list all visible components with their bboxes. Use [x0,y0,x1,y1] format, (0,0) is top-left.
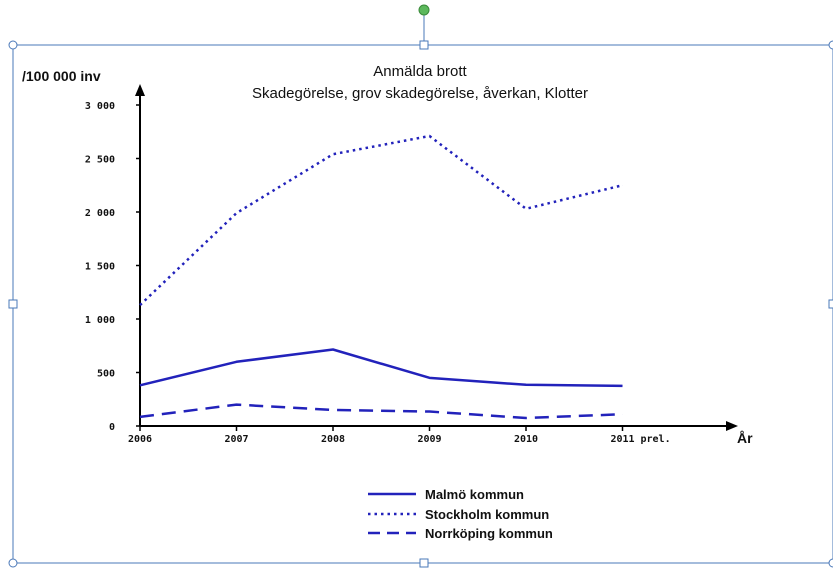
y-tick-label: 1 500 [85,262,115,273]
x-ticks: 2006 2007 2008 2009 2010 2011 prel. [128,426,671,445]
x-tick-label: 2007 [224,434,248,445]
resize-handle-bottom[interactable] [419,558,429,568]
x-tick-suffix: prel. [641,434,671,445]
chart-subtitle: Skadegörelse, grov skadegörelse, åverkan… [252,85,588,102]
selection-border [12,44,833,564]
series-line-solid [139,348,623,388]
y-tick-label: 2 000 [85,208,115,219]
x-tick-label: 2011 [610,434,634,445]
y-tick-label: 1 000 [85,315,115,326]
legend-item-norrkoping: Norrköping kommun [368,526,553,541]
chart-title: Anmälda brott [373,63,467,80]
legend-item-stockholm: Stockholm kommun [368,507,549,522]
x-tick-label: 2010 [514,434,538,445]
x-tick-label: 2006 [128,434,152,445]
series-line-dotted [139,134,623,306]
series-line-dashed [139,403,623,420]
legend-label: Norrköping kommun [425,526,553,541]
y-tick-label: 500 [97,369,115,380]
x-tick-label: 2008 [321,434,345,445]
selection-frame[interactable] [8,4,833,568]
legend-item-malmo: Malmö kommun [368,487,524,502]
x-tick-label: 2009 [417,434,441,445]
resize-handle-right[interactable] [828,299,833,309]
series-lines [139,134,623,420]
resize-handle-top[interactable] [419,40,429,50]
resize-handle-top-left[interactable] [8,40,18,50]
resize-handle-left[interactable] [8,299,18,309]
x-axis-label: År [737,430,753,446]
resize-handle-bottom-right[interactable] [828,558,833,568]
resize-handle-bottom-left[interactable] [8,558,18,568]
x-axis-arrow [726,421,738,431]
legend-label: Malmö kommun [425,487,524,502]
y-tick-label: 2 500 [85,155,115,166]
y-axis-label: /100 000 inv [22,68,101,84]
y-axis-arrow [135,84,145,96]
legend-label: Stockholm kommun [425,507,549,522]
y-ticks: 0 500 1 000 1 500 2 000 2 500 3 000 [85,101,140,433]
y-tick-label: 3 000 [85,101,115,112]
rotate-handle[interactable] [418,4,430,16]
resize-handle-top-right[interactable] [828,40,833,50]
legend: Malmö kommun Stockholm kommun Norrköping… [368,487,553,541]
axes [135,84,738,431]
y-tick-label: 0 [109,422,115,433]
